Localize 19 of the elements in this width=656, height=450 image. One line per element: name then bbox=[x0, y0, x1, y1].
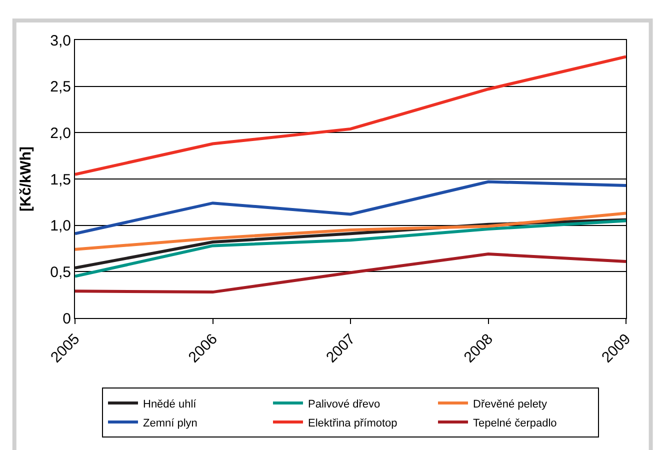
y-tick-label: 1,0 bbox=[50, 218, 71, 235]
legend-label: Zemní plyn bbox=[143, 417, 198, 430]
line-series bbox=[75, 55, 626, 176]
y-tick-label: 0,5 bbox=[50, 264, 71, 281]
line-series bbox=[75, 219, 626, 278]
y-tick-label: 1,5 bbox=[50, 171, 71, 188]
legend-label: Hnědé uhlí bbox=[143, 398, 198, 410]
line-series bbox=[75, 252, 626, 294]
legend-label: Palivové dřevo bbox=[308, 398, 380, 410]
y-tick-label: 0 bbox=[62, 310, 71, 328]
legend-label: Elektřina přímotop bbox=[308, 417, 398, 430]
y-axis-title: [Kč/kWh] bbox=[17, 146, 34, 212]
line-series bbox=[75, 212, 626, 251]
legend-label: Dřevěné pelety bbox=[473, 398, 548, 410]
y-tick-label: 3,0 bbox=[50, 32, 71, 50]
legend-label: Tepelné čerpadlo bbox=[473, 417, 557, 430]
line-series bbox=[75, 180, 626, 236]
y-tick-label: 2,0 bbox=[50, 124, 71, 142]
y-tick-label: 2,5 bbox=[50, 78, 71, 96]
